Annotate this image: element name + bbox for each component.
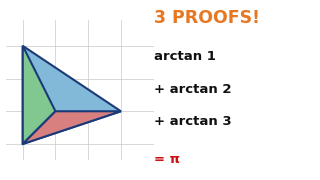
Text: + arctan 2: + arctan 2 [154,83,232,96]
Polygon shape [23,46,121,144]
Text: 3 PROOFS!: 3 PROOFS! [154,9,260,27]
Text: arctan 1: arctan 1 [154,50,216,63]
Text: + arctan 3: + arctan 3 [154,115,232,128]
Polygon shape [23,46,55,144]
Polygon shape [23,111,121,144]
Text: = π: = π [154,153,180,166]
